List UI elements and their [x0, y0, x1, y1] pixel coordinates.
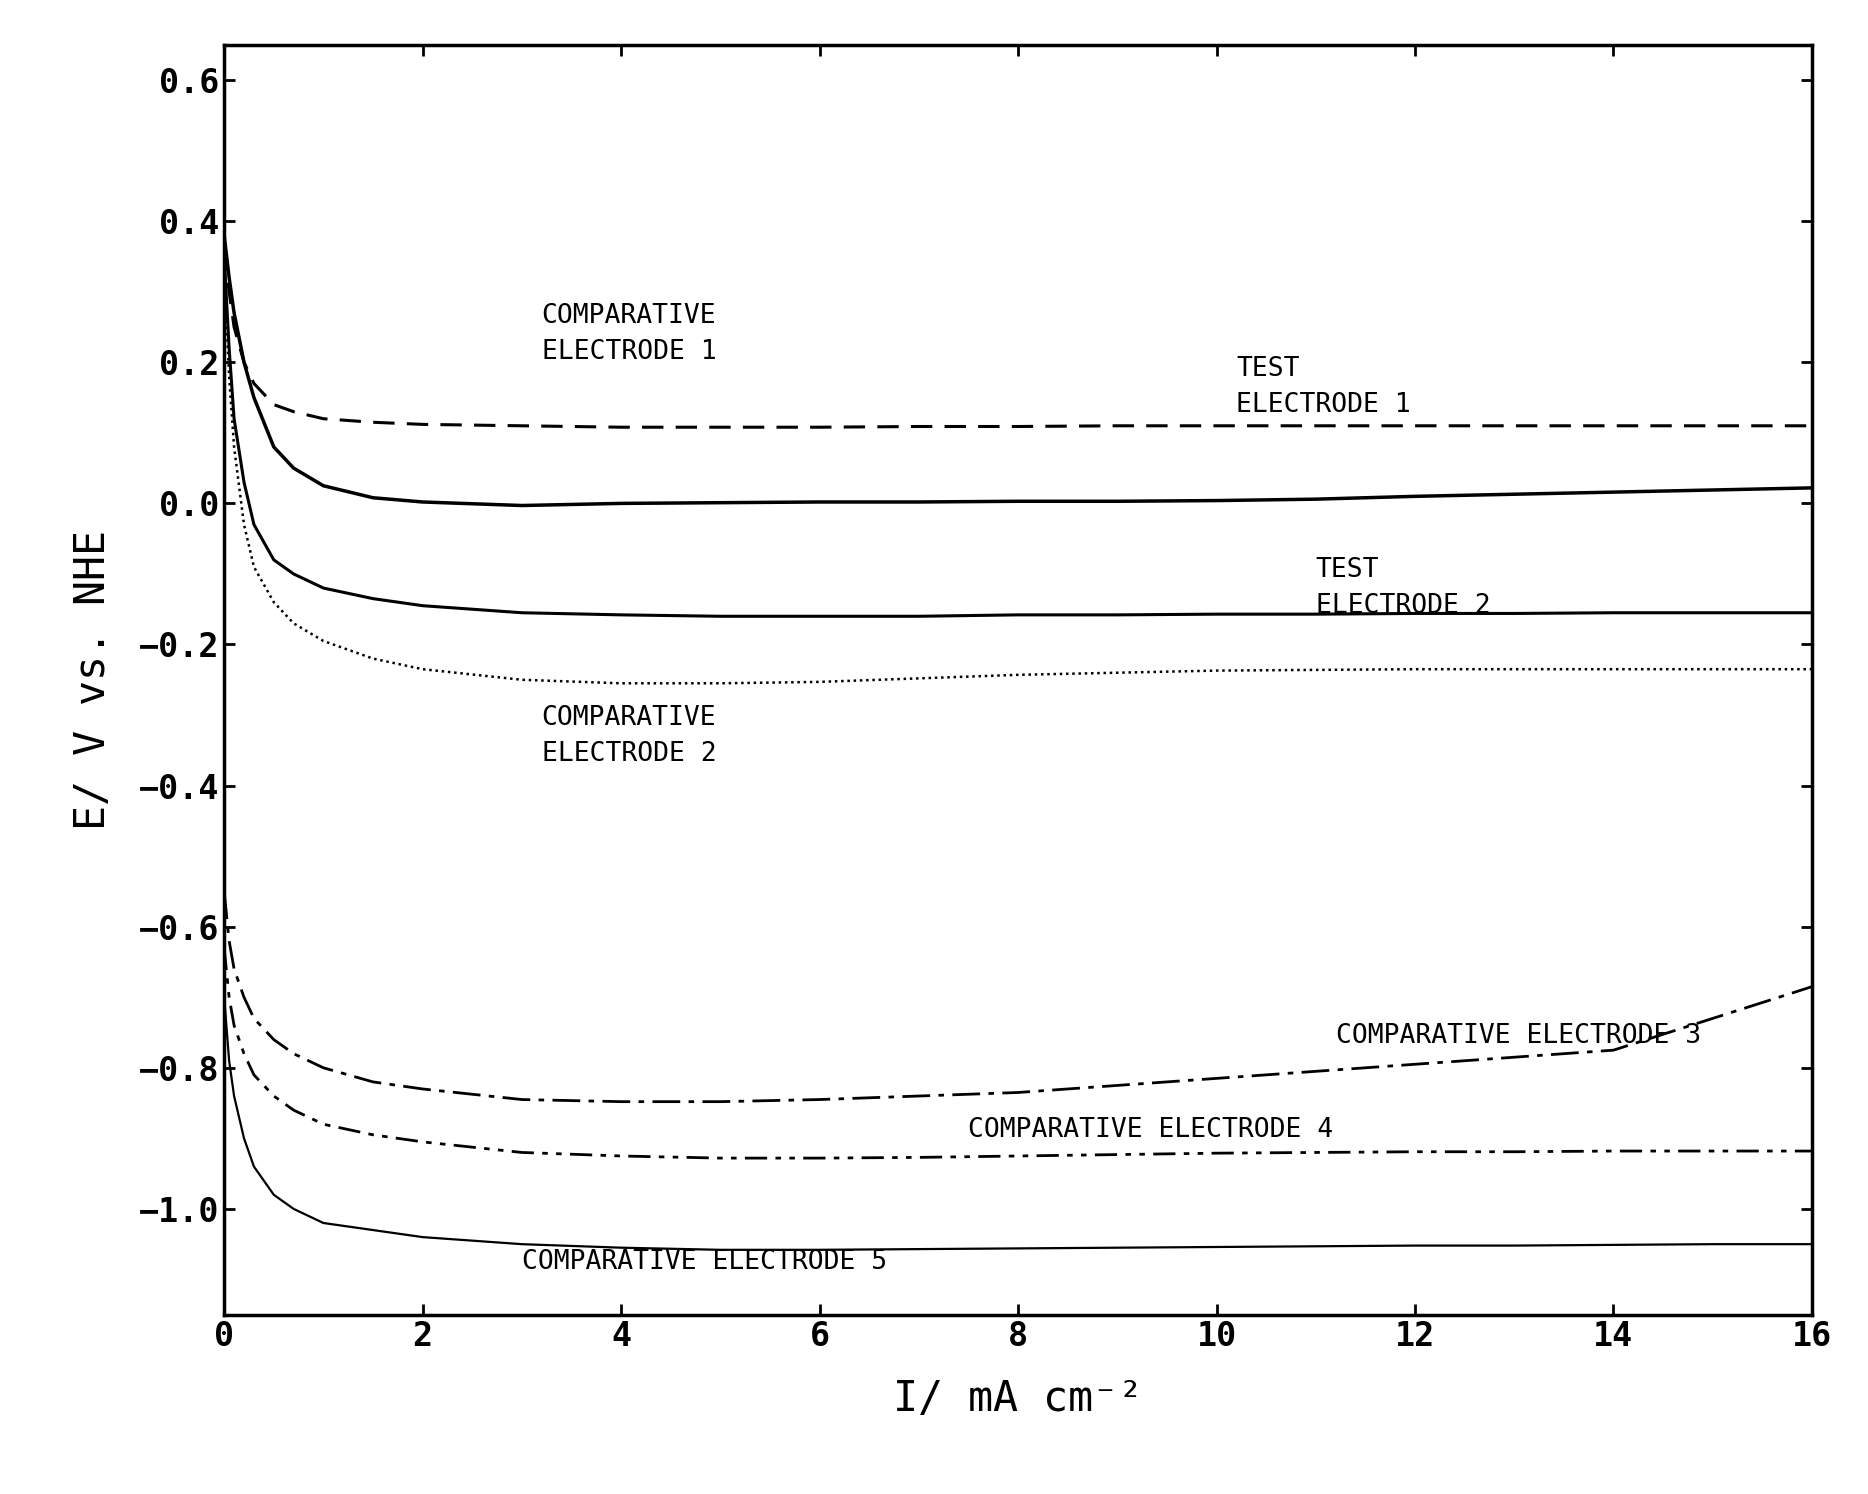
Text: COMPARATIVE ELECTRODE 5: COMPARATIVE ELECTRODE 5	[521, 1249, 887, 1274]
Y-axis label: E/ V vs. NHE: E/ V vs. NHE	[71, 530, 114, 829]
Text: TEST
ELECTRODE 1: TEST ELECTRODE 1	[1237, 356, 1410, 418]
Text: COMPARATIVE ELECTRODE 3: COMPARATIVE ELECTRODE 3	[1336, 1023, 1700, 1049]
X-axis label: I/ mA cm⁻²: I/ mA cm⁻²	[893, 1377, 1143, 1419]
Text: COMPARATIVE
ELECTRODE 1: COMPARATIVE ELECTRODE 1	[542, 303, 715, 365]
Text: COMPARATIVE ELECTRODE 4: COMPARATIVE ELECTRODE 4	[968, 1118, 1334, 1143]
Text: COMPARATIVE
ELECTRODE 2: COMPARATIVE ELECTRODE 2	[542, 705, 715, 768]
Text: TEST
ELECTRODE 2: TEST ELECTRODE 2	[1315, 557, 1491, 619]
